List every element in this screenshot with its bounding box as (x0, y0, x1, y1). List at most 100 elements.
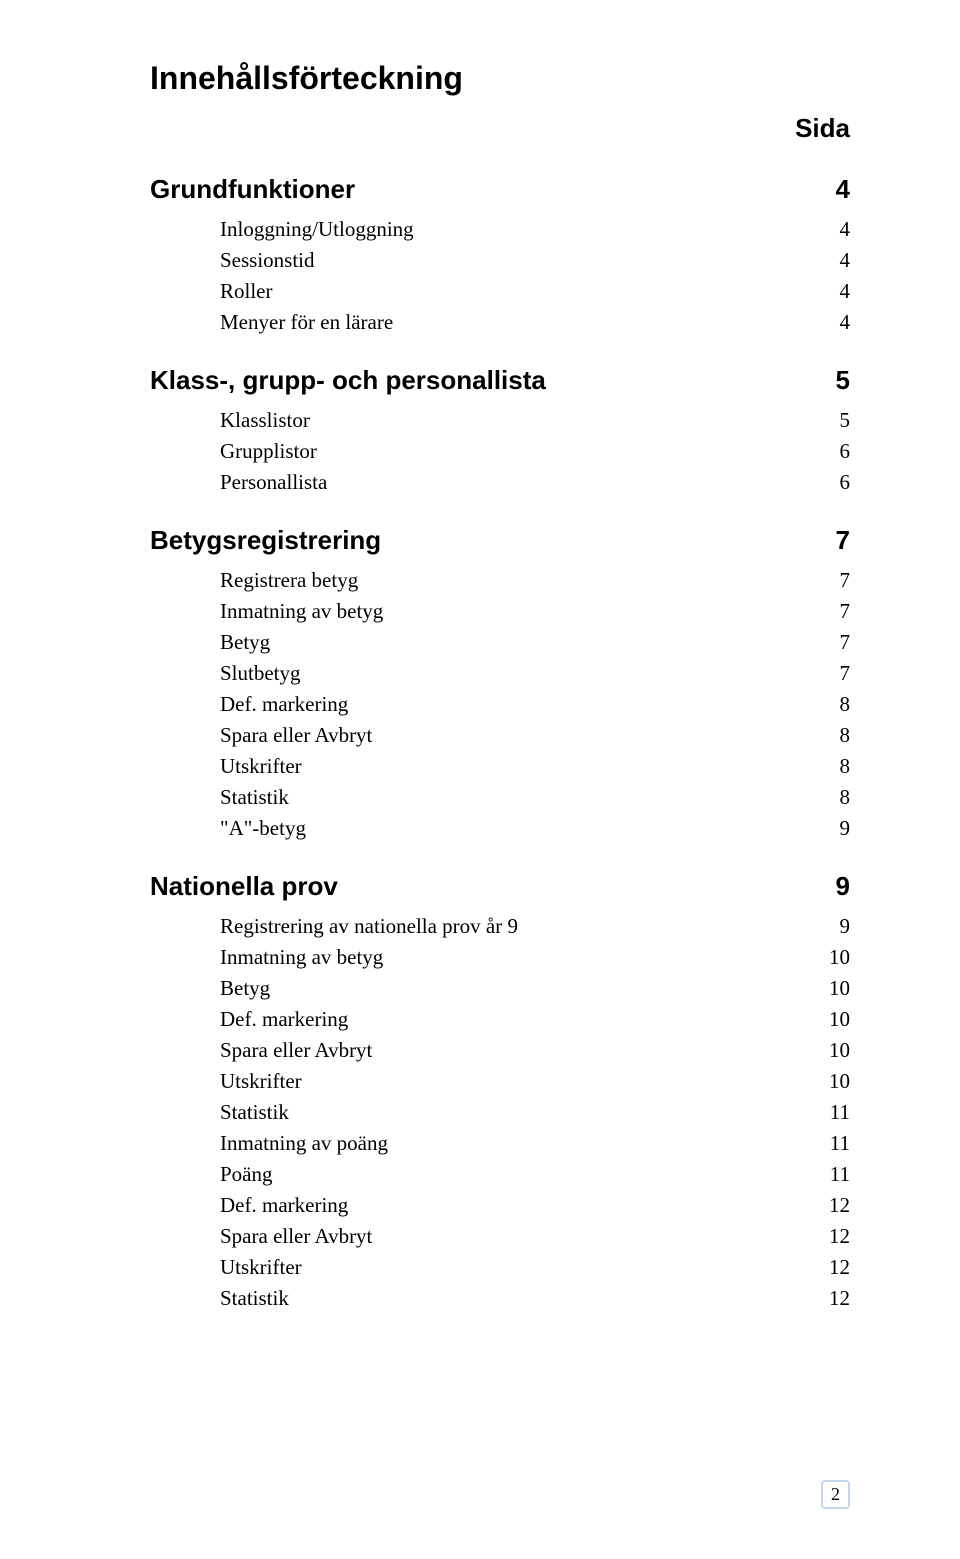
toc-item-row: Utskrifter 8 (220, 754, 850, 779)
toc-item-page: 7 (840, 599, 851, 624)
toc-item-row: Inmatning av poäng 11 (220, 1131, 850, 1156)
toc-item-label: Slutbetyg (220, 661, 301, 686)
section-items: Registrering av nationella prov år 9 9 Inm… (150, 914, 850, 1311)
toc-item-page: 7 (840, 568, 851, 593)
toc-item-label: Registrera betyg (220, 568, 358, 593)
toc-item-row: Inmatning av betyg 7 (220, 599, 850, 624)
toc-item-page: 4 (840, 279, 851, 304)
toc-item-label: Spara eller Avbryt (220, 1038, 372, 1063)
toc-item-label: Menyer för en lärare (220, 310, 393, 335)
section-items: Inloggning/Utloggning4Sessionstid4Roller… (150, 217, 850, 335)
toc-item-row: Betyg 10 (220, 976, 850, 1001)
toc-item-page: 6 (840, 439, 851, 464)
section-heading-row: Nationella prov 9 (150, 871, 850, 902)
toc-item-label: "A"-betyg (220, 816, 306, 841)
toc-item-label: Poäng (220, 1162, 273, 1187)
toc-item-row: Sessionstid 4 (220, 248, 850, 273)
toc-item-label: Spara eller Avbryt (220, 723, 372, 748)
toc-item-row: Registrering av nationella prov år 9 9 (220, 914, 850, 939)
toc-item-label: Utskrifter (220, 754, 302, 779)
toc-item-label: Betyg (220, 630, 270, 655)
toc-item-page: 11 (830, 1162, 850, 1187)
toc-item-page: 10 (829, 1007, 850, 1032)
toc-item-page: 9 (840, 914, 851, 939)
document-title: Innehållsförteckning (150, 60, 850, 97)
section-page: 7 (836, 525, 850, 556)
toc-item-label: Roller (220, 279, 273, 304)
toc-item-page: 8 (840, 692, 851, 717)
toc-item-label: Sessionstid (220, 248, 315, 273)
toc-item-page: 4 (840, 248, 851, 273)
toc-item-page: 12 (829, 1286, 850, 1311)
toc-item-row: Personallista6 (220, 470, 850, 495)
toc-item-label: Utskrifter (220, 1069, 302, 1094)
toc-item-row: Statistik11 (220, 1100, 850, 1125)
toc-item-label: Inmatning av poäng (220, 1131, 388, 1156)
toc-item-label: Grupplistor (220, 439, 317, 464)
toc-item-row: Roller 4 (220, 279, 850, 304)
toc-item-row: Def. markering 12 (220, 1193, 850, 1218)
toc-item-row: Utskrifter12 (220, 1255, 850, 1280)
toc-item-label: Inmatning av betyg (220, 945, 383, 970)
toc-item-page: 10 (829, 945, 850, 970)
toc-item-row: Slutbetyg 7 (220, 661, 850, 686)
section-heading-row: Betygsregistrering 7 (150, 525, 850, 556)
page: Innehållsförteckning Sida Grundfunktione… (0, 0, 960, 1559)
toc-item-label: Inloggning/Utloggning (220, 217, 414, 242)
page-label-row: Sida (150, 113, 850, 144)
toc-item-row: Statistik 12 (220, 1286, 850, 1311)
toc-item-label: Def. markering (220, 692, 348, 717)
toc-item-row: Betyg 7 (220, 630, 850, 655)
toc-item-label: Spara eller Avbryt (220, 1224, 372, 1249)
toc-item-row: Grupplistor 6 (220, 439, 850, 464)
toc-item-label: Statistik (220, 1100, 289, 1125)
toc-item-label: Inmatning av betyg (220, 599, 383, 624)
toc-item-label: Registrering av nationella prov år 9 (220, 914, 518, 939)
toc-item-row: Def. markering 10 (220, 1007, 850, 1032)
section-page: 9 (836, 871, 850, 902)
toc-item-row: Spara eller Avbryt 10 (220, 1038, 850, 1063)
section-title: Klass-, grupp- och personallista (150, 365, 546, 396)
section-items: Klasslistor5Grupplistor6Personallista6 (150, 408, 850, 495)
toc-item-page: 12 (829, 1193, 850, 1218)
section-title: Nationella prov (150, 871, 338, 902)
toc-item-row: "A"-betyg 9 (220, 816, 850, 841)
toc-item-label: Betyg (220, 976, 270, 1001)
section-title: Betygsregistrering (150, 525, 381, 556)
toc-item-row: Menyer för en lärare 4 (220, 310, 850, 335)
page-number-box: 2 (821, 1480, 850, 1509)
toc-item-page: 10 (829, 1069, 850, 1094)
toc-item-row: Def. markering 8 (220, 692, 850, 717)
toc-item-page: 10 (829, 1038, 850, 1063)
toc-item-row: Spara eller Avbryt 12 (220, 1224, 850, 1249)
toc-item-row: Poäng 11 (220, 1162, 850, 1187)
toc-item-row: Spara eller Avbryt 8 (220, 723, 850, 748)
section-heading-row: Klass-, grupp- och personallista 5 (150, 365, 850, 396)
toc-item-label: Utskrifter (220, 1255, 302, 1280)
section-title: Grundfunktioner (150, 174, 355, 205)
page-number: 2 (831, 1484, 840, 1504)
toc-item-page: 6 (840, 470, 851, 495)
toc-item-page: 11 (830, 1131, 850, 1156)
section-heading-row: Grundfunktioner 4 (150, 174, 850, 205)
toc-item-row: Registrera betyg 7 (220, 568, 850, 593)
toc-item-page: 5 (840, 408, 851, 433)
toc-item-page: 7 (840, 630, 851, 655)
toc-item-label: Klasslistor (220, 408, 310, 433)
section-page: 5 (836, 365, 850, 396)
section-page: 4 (836, 174, 850, 205)
toc-item-page: 9 (840, 816, 851, 841)
toc-item-row: Statistik8 (220, 785, 850, 810)
toc-item-page: 4 (840, 310, 851, 335)
toc-item-page: 8 (840, 785, 851, 810)
toc-item-page: 12 (829, 1224, 850, 1249)
page-footer: 2 (821, 1480, 850, 1509)
toc-item-page: 8 (840, 754, 851, 779)
toc-item-label: Statistik (220, 1286, 289, 1311)
toc-item-label: Def. markering (220, 1007, 348, 1032)
toc-item-label: Def. markering (220, 1193, 348, 1218)
toc-item-page: 10 (829, 976, 850, 1001)
toc-item-page: 8 (840, 723, 851, 748)
toc-item-row: Klasslistor 5 (220, 408, 850, 433)
toc-item-page: 7 (840, 661, 851, 686)
